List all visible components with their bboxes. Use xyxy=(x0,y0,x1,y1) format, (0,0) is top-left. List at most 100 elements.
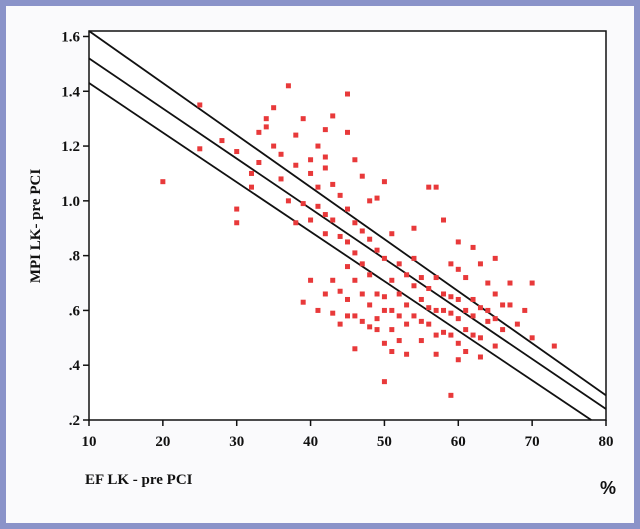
data-point xyxy=(330,310,336,316)
data-point xyxy=(248,170,254,176)
data-point xyxy=(248,184,254,190)
data-point xyxy=(441,291,447,297)
data-point xyxy=(529,280,535,286)
data-point xyxy=(492,255,498,261)
data-point xyxy=(263,124,269,130)
regression-line xyxy=(88,57,607,410)
data-point xyxy=(322,231,328,237)
regression-line xyxy=(88,30,607,397)
data-point xyxy=(426,321,432,327)
data-point xyxy=(448,392,454,398)
data-point xyxy=(404,302,410,308)
data-point xyxy=(352,277,358,283)
data-point xyxy=(477,261,483,267)
y-tick-label: 1.0 xyxy=(61,194,80,210)
data-point xyxy=(234,149,240,155)
data-point xyxy=(470,332,476,338)
data-point xyxy=(367,236,373,242)
data-point xyxy=(455,357,461,363)
data-point xyxy=(352,346,358,352)
y-tick-label: 1.4 xyxy=(61,84,80,100)
data-point xyxy=(271,105,277,111)
data-point xyxy=(322,291,328,297)
data-point xyxy=(315,184,321,190)
data-point xyxy=(492,343,498,349)
data-point xyxy=(278,151,284,157)
data-point xyxy=(359,318,365,324)
data-point xyxy=(293,162,299,168)
data-point xyxy=(352,313,358,319)
data-point xyxy=(485,318,491,324)
data-point xyxy=(411,225,417,231)
data-point xyxy=(263,116,269,122)
data-point xyxy=(345,129,350,135)
data-point xyxy=(463,327,469,333)
data-point xyxy=(345,313,350,319)
x-tick-label: 10 xyxy=(82,434,97,450)
x-tick-label: 50 xyxy=(377,434,392,450)
data-point xyxy=(381,294,387,300)
data-point xyxy=(381,307,387,313)
data-point xyxy=(330,113,336,119)
data-point xyxy=(256,129,262,135)
data-point xyxy=(389,277,395,283)
data-point xyxy=(389,327,395,333)
data-point xyxy=(337,321,343,327)
data-point xyxy=(455,266,461,272)
data-point xyxy=(381,255,387,261)
data-point xyxy=(374,327,380,333)
data-point xyxy=(411,255,417,261)
data-point xyxy=(441,329,447,335)
data-point xyxy=(367,324,373,330)
data-point xyxy=(359,291,365,297)
data-point xyxy=(322,212,328,218)
data-point xyxy=(477,335,483,341)
data-point xyxy=(477,354,483,360)
data-point xyxy=(418,338,424,344)
x-axis-label: EF LK - pre PCI xyxy=(85,472,193,488)
data-point xyxy=(426,184,432,190)
x-tick-label: 80 xyxy=(599,434,614,450)
data-point xyxy=(463,349,469,355)
data-point xyxy=(396,291,402,297)
data-point xyxy=(381,379,387,385)
data-point xyxy=(507,302,513,308)
data-point xyxy=(219,138,225,144)
data-point xyxy=(300,201,306,207)
x-tick-label: 30 xyxy=(229,434,244,450)
data-point xyxy=(455,340,461,346)
data-point xyxy=(433,351,439,357)
data-point xyxy=(337,192,343,198)
data-point xyxy=(285,83,291,89)
data-point xyxy=(197,146,203,152)
data-point xyxy=(389,307,395,313)
unit-label: % xyxy=(600,478,616,498)
data-point xyxy=(367,198,373,204)
data-point xyxy=(315,307,321,313)
data-point xyxy=(448,261,454,267)
x-tick-label: 70 xyxy=(525,434,540,450)
data-point xyxy=(308,170,314,176)
data-point xyxy=(367,272,373,278)
data-point xyxy=(352,157,358,163)
data-point xyxy=(426,286,432,292)
data-point xyxy=(441,217,447,223)
data-point xyxy=(389,231,395,237)
data-points xyxy=(160,83,557,398)
data-point xyxy=(300,116,306,122)
data-point xyxy=(345,264,350,270)
data-point xyxy=(300,299,306,305)
data-point xyxy=(433,307,439,313)
data-point xyxy=(404,351,410,357)
data-point xyxy=(404,272,410,278)
data-point xyxy=(485,307,491,313)
data-point xyxy=(271,143,277,149)
data-point xyxy=(522,307,528,313)
data-point xyxy=(396,338,402,344)
data-point xyxy=(455,239,461,245)
data-point xyxy=(433,275,439,281)
data-point xyxy=(160,179,166,185)
data-point xyxy=(308,217,314,223)
data-point xyxy=(396,313,402,319)
data-point xyxy=(500,327,506,333)
